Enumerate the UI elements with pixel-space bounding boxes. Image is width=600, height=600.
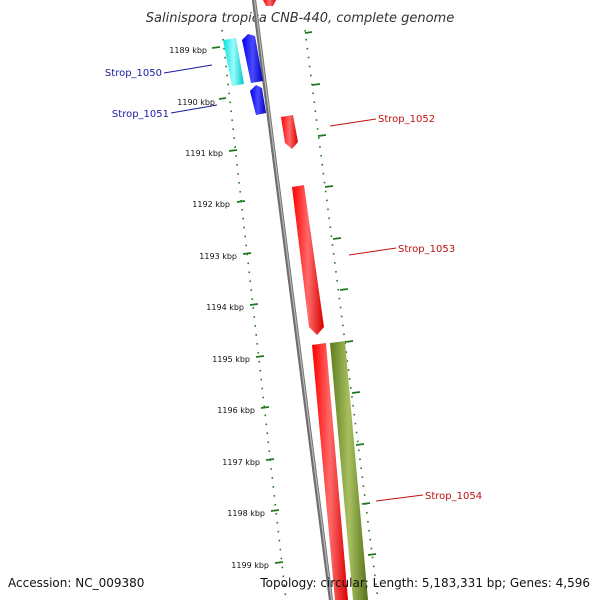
tick-label: 1194 kbp [206,303,244,312]
tick-label: 1192 kbp [192,200,230,209]
gene-arrow-strop-1050[interactable] [223,38,244,86]
tick-label: 1189 kbp [169,46,207,55]
gene-label-strop-1052[interactable]: Strop_1052 [378,114,435,125]
genome-backbone [251,0,334,600]
gene-label-strop-1053[interactable]: Strop_1053 [398,244,455,255]
gene-arrow-strop-1053[interactable] [292,185,324,335]
gene-label-strop-1051[interactable]: Strop_1051 [112,109,169,120]
tick-label: 1196 kbp [217,406,255,415]
tick-label: 1193 kbp [199,252,237,261]
label-leaders [163,64,424,502]
tick-label: 1190 kbp [177,98,215,107]
gene-arrow-strop-1051[interactable] [250,85,266,115]
inner-tick-ring [221,29,287,600]
kbp-labels: 1189 kbp 1190 kbp 1191 kbp 1192 kbp 1193… [169,46,269,570]
gene-arrow-strop-1050b[interactable] [242,34,263,83]
tick-label: 1199 kbp [231,561,269,570]
accession-text: Accession: NC_009380 [8,576,144,590]
gene-label-strop-1054[interactable]: Strop_1054 [425,491,482,502]
tick-label: 1198 kbp [227,509,265,518]
gene-arrow-strop-1052[interactable] [281,115,298,149]
tick-label: 1197 kbp [222,458,260,467]
gene-arrow-strop-1054-red[interactable] [312,343,348,600]
gene-arrow-strop-1054[interactable] [330,341,368,600]
gene-arrow-top [263,0,276,6]
tick-label: 1191 kbp [185,149,223,158]
genome-summary-text: Topology: circular; Length: 5,183,331 bp… [259,576,590,590]
outer-major-ticks [304,31,377,556]
gene-label-strop-1050[interactable]: Strop_1050 [105,68,162,79]
tick-label: 1195 kbp [212,355,250,364]
inner-major-ticks [211,46,284,564]
map-title: Salinispora tropica CNB-440, complete ge… [146,11,454,26]
